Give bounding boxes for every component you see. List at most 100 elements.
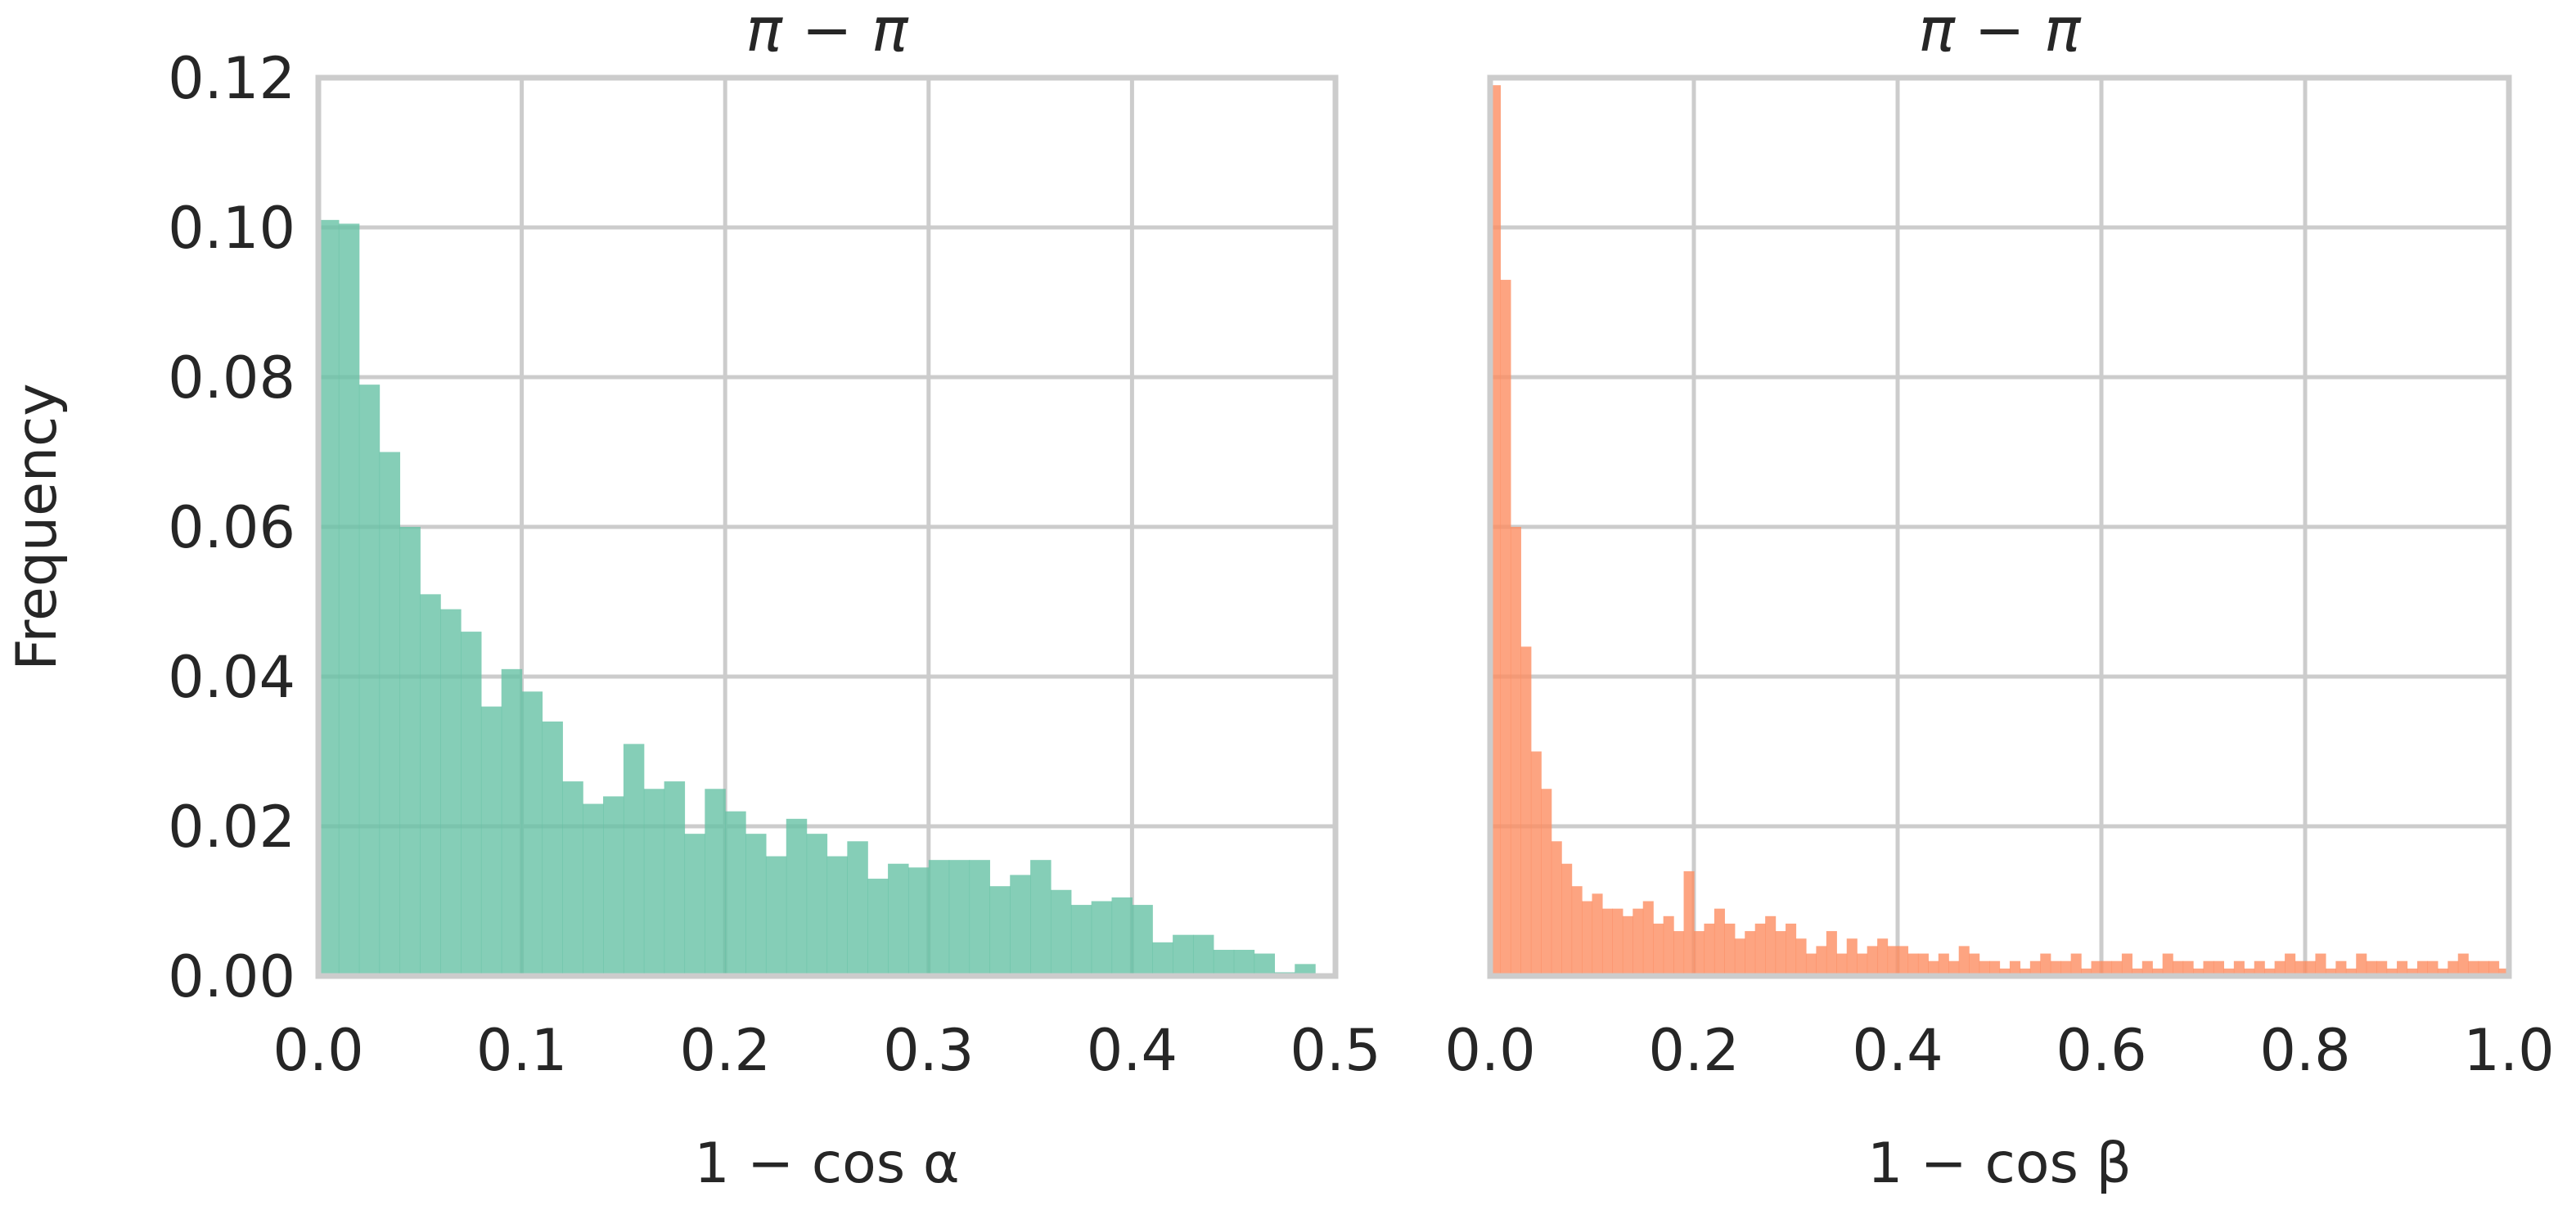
histogram-bar <box>1938 953 1949 976</box>
x-tick-label: 0.5 <box>1290 1017 1380 1084</box>
histogram-bar <box>1582 901 1593 976</box>
histogram-bar <box>989 886 1011 976</box>
histogram-bar <box>806 834 828 976</box>
histogram-bar <box>440 609 462 976</box>
histogram-bar <box>1907 953 1919 976</box>
histogram-bar <box>1775 931 1786 976</box>
panel-title: π − π <box>1918 0 2082 65</box>
histogram-bar <box>318 219 340 977</box>
histogram-bar <box>2081 968 2092 976</box>
histogram-bar <box>2244 968 2255 976</box>
histogram-bar <box>2407 968 2418 976</box>
histogram-bar <box>501 668 523 976</box>
histogram-bar <box>969 860 990 976</box>
histogram-bar <box>1551 841 1562 976</box>
histogram-bar <box>1877 938 1889 976</box>
histogram-panel-alpha: 0.0 0.1 0.2 0.3 0.4 0.5 0.00 0.02 0.04 0.06 0.08 0.… <box>5 0 1381 1196</box>
histogram-bars <box>1490 85 2510 976</box>
histogram-bar <box>2162 953 2173 976</box>
histogram-bar <box>542 721 563 976</box>
histogram-bar <box>1754 923 1766 976</box>
x-axis-label: 1 − cos α <box>694 1131 959 1196</box>
x-tick-label: 0.1 <box>476 1017 567 1084</box>
histogram-bar <box>2325 968 2336 976</box>
y-tick-label: 0.04 <box>168 644 295 711</box>
x-tick-label: 0.4 <box>1087 1017 1178 1084</box>
histogram-bar <box>1254 953 1276 976</box>
histogram-bar <box>1653 923 1664 976</box>
histogram-bar <box>2285 953 2296 976</box>
histogram-bar <box>2111 960 2123 976</box>
histogram-bar <box>1510 527 1521 976</box>
x-tick-label: 1.0 <box>2463 1017 2554 1084</box>
histogram-bar <box>1633 908 1644 976</box>
histogram-bar <box>2478 960 2489 976</box>
histogram-bar <box>1917 953 1929 976</box>
histogram-bar <box>2335 960 2347 976</box>
histogram-bar <box>1612 908 1624 976</box>
grid-lines <box>1488 75 2511 978</box>
histogram-bar <box>1948 960 1960 976</box>
histogram-bar <box>1683 870 1695 976</box>
histogram-bar <box>521 691 543 976</box>
histogram-bar <box>562 781 583 976</box>
histogram-bar <box>1898 946 1909 976</box>
histogram-bar <box>1500 280 1511 976</box>
histogram-panel-beta: 0.0 0.2 0.4 0.6 0.8 1.0 1 − cos β π − π <box>1444 0 2554 1196</box>
histogram-bar <box>2305 960 2317 976</box>
histogram-bar <box>2315 953 2326 976</box>
histogram-bar <box>2020 968 2031 976</box>
histogram-bar <box>1714 908 1725 976</box>
axes-frame <box>315 74 1339 979</box>
histogram-bar <box>1805 953 1817 976</box>
y-axis-label: Frequency <box>5 383 70 670</box>
histogram-bar <box>1857 953 1868 976</box>
histogram-bar <box>907 867 930 976</box>
histogram-bar <box>1979 960 1990 976</box>
histogram-bar <box>2213 960 2224 976</box>
histogram-bar <box>2141 960 2153 976</box>
histogram-bar <box>1969 953 1980 976</box>
histogram-bar <box>826 856 848 976</box>
histogram-bar <box>2366 960 2377 976</box>
histogram-bar <box>684 834 705 976</box>
histogram-bar <box>2254 960 2265 976</box>
y-tick-label: 0.10 <box>168 195 295 262</box>
y-tick-label: 0.12 <box>168 45 295 112</box>
histogram-bar <box>847 841 868 976</box>
histogram-bar <box>2029 960 2041 976</box>
histogram-bar <box>1673 931 1685 976</box>
histogram-bar <box>745 834 767 976</box>
histogram-bar <box>2386 968 2398 976</box>
histogram-bar <box>2060 960 2072 976</box>
histogram-bar <box>664 781 686 976</box>
histogram-bar <box>1213 949 1235 976</box>
histogram-bar <box>2468 960 2479 976</box>
histogram-bar <box>461 632 482 976</box>
histogram-bar <box>1663 915 1674 976</box>
histogram-bar <box>1233 949 1255 976</box>
histogram-bar <box>1887 946 1898 976</box>
histogram-bar <box>480 706 502 976</box>
y-tick-label: 0.00 <box>168 943 295 1010</box>
histogram-bar <box>2416 960 2428 976</box>
histogram-bar <box>2050 960 2061 976</box>
histogram-bar <box>1132 905 1153 976</box>
histogram-bar <box>1520 646 1532 976</box>
histogram-bar <box>888 863 909 976</box>
histogram-bar <box>1694 931 1705 976</box>
y-tick-label: 0.02 <box>168 794 295 861</box>
histogram-bar <box>2182 960 2194 976</box>
histogram-bars <box>318 219 1316 977</box>
histogram-bar <box>2223 968 2235 976</box>
axes-frame <box>1487 74 2512 979</box>
histogram-bar <box>2101 960 2113 976</box>
histogram-bar <box>1091 901 1113 976</box>
histogram-bar <box>358 385 381 976</box>
histogram-bar <box>1958 946 1970 976</box>
histogram-bar <box>1704 923 1715 976</box>
histogram-bar <box>1867 946 1878 976</box>
x-tick-label: 0.6 <box>2056 1017 2146 1084</box>
histogram-bar <box>1571 886 1583 976</box>
